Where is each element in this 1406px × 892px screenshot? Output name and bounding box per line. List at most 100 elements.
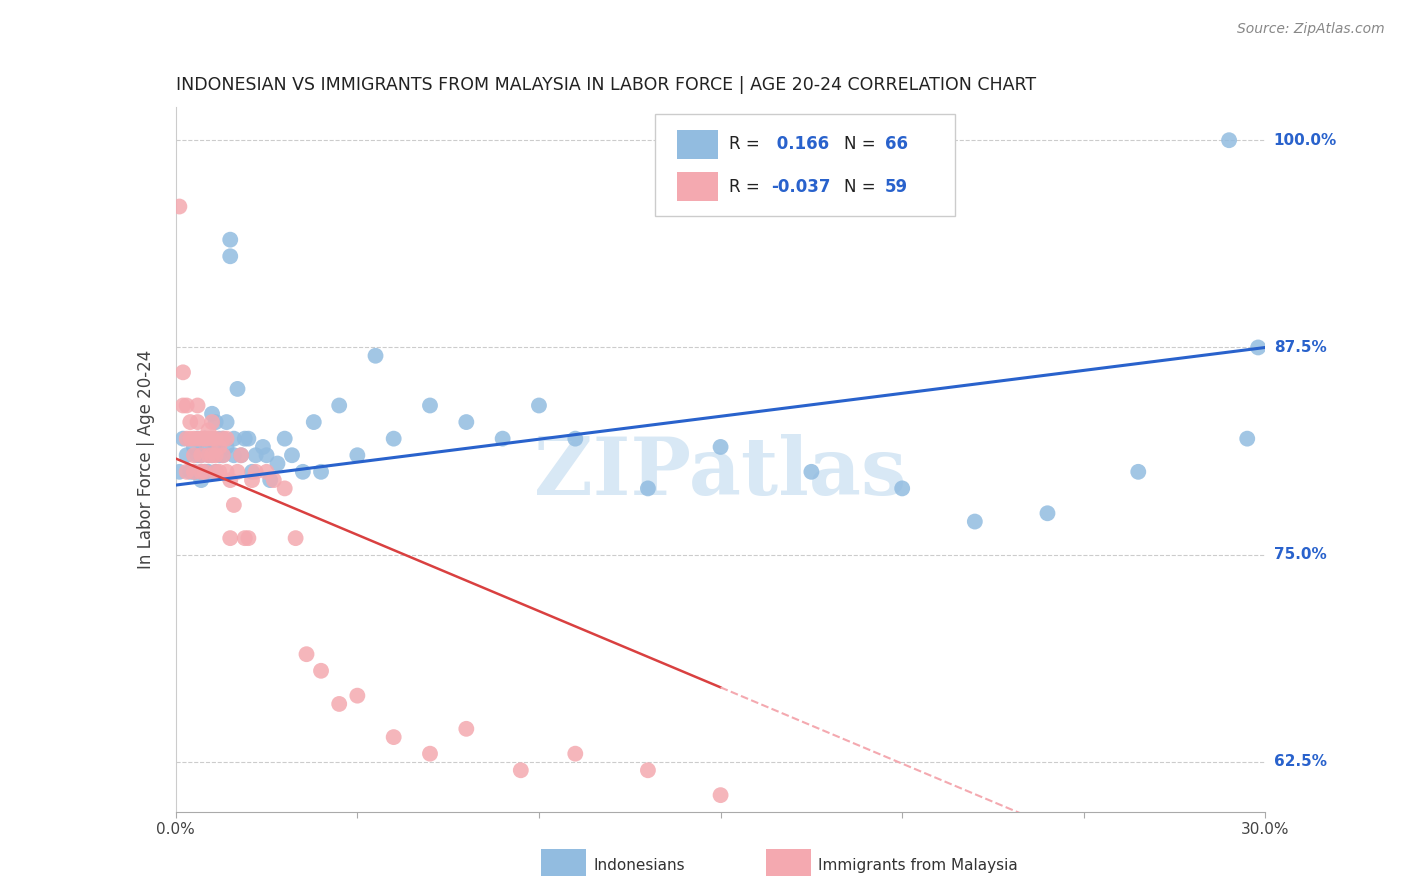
Point xyxy=(245,465,267,479)
Point xyxy=(197,465,219,479)
Point xyxy=(219,233,242,247)
Point xyxy=(710,440,733,454)
Point xyxy=(179,432,201,446)
Point xyxy=(201,415,224,429)
Point xyxy=(190,448,212,462)
Point xyxy=(710,788,733,802)
Point xyxy=(186,448,209,462)
Point xyxy=(382,432,405,446)
Point xyxy=(176,432,198,446)
Point xyxy=(204,415,226,429)
Point xyxy=(302,415,325,429)
Point xyxy=(186,432,209,446)
Point xyxy=(190,465,212,479)
Point xyxy=(263,473,285,487)
Text: 62.5%: 62.5% xyxy=(1274,755,1327,770)
Point xyxy=(197,448,219,462)
Text: 66: 66 xyxy=(886,136,908,153)
Point xyxy=(222,498,245,512)
Point xyxy=(176,465,198,479)
Point xyxy=(204,465,226,479)
Point xyxy=(169,200,191,214)
Point xyxy=(219,531,242,545)
Point xyxy=(194,432,217,446)
Point xyxy=(364,349,387,363)
Point xyxy=(291,465,314,479)
Text: 100.0%: 100.0% xyxy=(1274,133,1337,148)
Point xyxy=(226,382,249,396)
Point xyxy=(204,440,226,454)
Point xyxy=(637,764,659,778)
Point xyxy=(208,432,231,446)
Point xyxy=(215,465,238,479)
Point xyxy=(281,448,304,462)
Text: 59: 59 xyxy=(886,178,908,195)
Point xyxy=(197,440,219,454)
Point xyxy=(238,531,260,545)
Point xyxy=(419,747,441,761)
Text: 0.166: 0.166 xyxy=(770,136,828,153)
Point xyxy=(346,689,368,703)
Text: Indonesians: Indonesians xyxy=(593,858,685,872)
Point xyxy=(194,465,217,479)
Point xyxy=(212,432,235,446)
Point xyxy=(963,515,986,529)
Point xyxy=(183,465,205,479)
Point xyxy=(186,415,209,429)
Point xyxy=(456,415,478,429)
Point xyxy=(179,415,201,429)
Point xyxy=(309,465,332,479)
Point xyxy=(190,465,212,479)
Text: ZIPatlas: ZIPatlas xyxy=(534,434,907,513)
Point xyxy=(222,448,245,462)
Point xyxy=(637,482,659,496)
Point xyxy=(212,448,235,462)
Point xyxy=(204,465,226,479)
Point xyxy=(197,423,219,437)
Point xyxy=(274,432,297,446)
Point xyxy=(183,432,205,446)
Point xyxy=(1236,432,1258,446)
Text: 87.5%: 87.5% xyxy=(1274,340,1326,355)
Point xyxy=(284,531,307,545)
Text: N =: N = xyxy=(844,136,880,153)
Point xyxy=(891,482,914,496)
Point xyxy=(190,432,212,446)
Point xyxy=(456,722,478,736)
Point xyxy=(190,448,212,462)
Point xyxy=(176,399,198,413)
Point xyxy=(183,440,205,454)
Point xyxy=(252,440,274,454)
Text: INDONESIAN VS IMMIGRANTS FROM MALAYSIA IN LABOR FORCE | AGE 20-24 CORRELATION CH: INDONESIAN VS IMMIGRANTS FROM MALAYSIA I… xyxy=(176,77,1036,95)
Point xyxy=(274,482,297,496)
Point xyxy=(201,407,224,421)
Text: N =: N = xyxy=(844,178,880,195)
Point xyxy=(226,465,249,479)
Point xyxy=(800,465,823,479)
Point xyxy=(190,473,212,487)
Point xyxy=(204,448,226,462)
Point xyxy=(183,448,205,462)
Point xyxy=(231,448,253,462)
Text: Immigrants from Malaysia: Immigrants from Malaysia xyxy=(818,858,1018,872)
Point xyxy=(1128,465,1150,479)
Point xyxy=(266,457,288,471)
Point xyxy=(240,473,263,487)
Point xyxy=(419,399,441,413)
FancyBboxPatch shape xyxy=(655,114,955,216)
Point xyxy=(194,432,217,446)
Point xyxy=(215,415,238,429)
Point xyxy=(204,432,226,446)
Point xyxy=(194,465,217,479)
Point xyxy=(215,440,238,454)
FancyBboxPatch shape xyxy=(678,172,718,202)
Point xyxy=(233,432,256,446)
Point xyxy=(186,432,209,446)
Text: -0.037: -0.037 xyxy=(770,178,830,195)
Point xyxy=(201,432,224,446)
Point xyxy=(1218,133,1240,147)
Text: R =: R = xyxy=(730,136,765,153)
Point xyxy=(208,448,231,462)
Point xyxy=(1247,341,1270,355)
Point xyxy=(169,465,191,479)
